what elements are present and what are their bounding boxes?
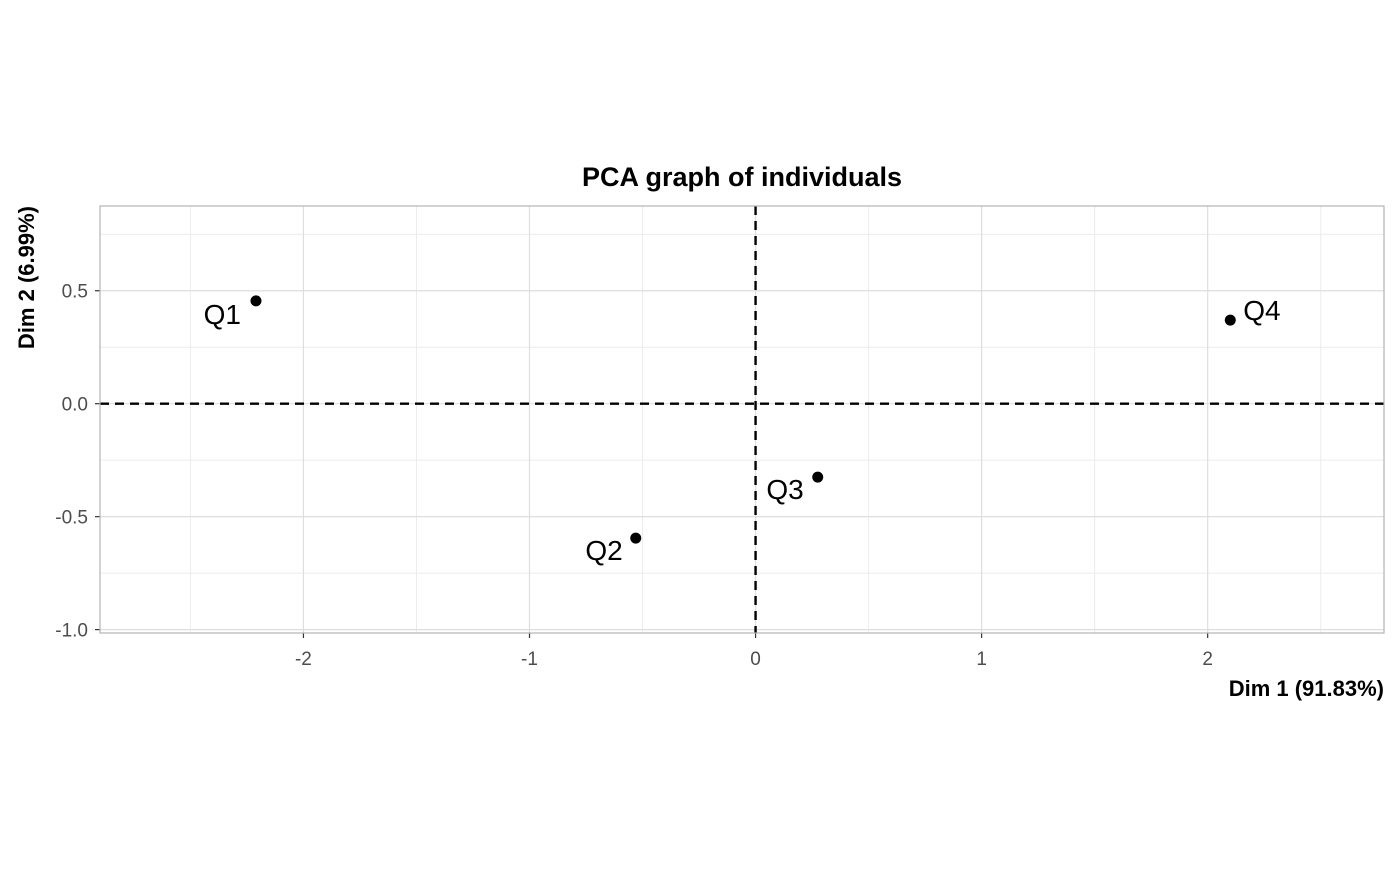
point-q4 bbox=[1224, 314, 1236, 326]
x-tick-label: 0 bbox=[750, 649, 761, 670]
ticks-layer: -2 -1 0 1 2 0.5 0.0 -0.5 -1.0 bbox=[55, 282, 1213, 670]
reference-lines bbox=[100, 206, 1384, 633]
point-label-q4: Q4 bbox=[1243, 295, 1280, 326]
point-label-q3: Q3 bbox=[766, 474, 803, 505]
y-axis-title: Dim 2 (6.99%) bbox=[14, 206, 39, 349]
y-tick-label: 0.0 bbox=[62, 395, 88, 416]
x-tick-label: 1 bbox=[976, 649, 987, 670]
x-tick-label: -1 bbox=[521, 649, 538, 670]
y-tick-label: 0.5 bbox=[62, 282, 88, 303]
y-tick-label: -1.0 bbox=[55, 621, 88, 642]
point-q1 bbox=[250, 295, 262, 307]
point-q2 bbox=[630, 532, 642, 544]
y-tick-label: -0.5 bbox=[55, 508, 88, 529]
x-tick-label: 2 bbox=[1202, 649, 1213, 670]
point-label-q2: Q2 bbox=[585, 535, 622, 566]
chart-title: PCA graph of individuals bbox=[582, 162, 902, 192]
point-label-q1: Q1 bbox=[204, 299, 241, 330]
points-layer: Q1 Q2 Q3 Q4 bbox=[204, 295, 1281, 566]
panel-border bbox=[99, 205, 1385, 634]
x-tick-label: -2 bbox=[295, 649, 312, 670]
grid-layer bbox=[100, 206, 1384, 633]
x-axis-title: Dim 1 (91.83%) bbox=[1229, 676, 1384, 701]
point-q3 bbox=[812, 471, 824, 483]
